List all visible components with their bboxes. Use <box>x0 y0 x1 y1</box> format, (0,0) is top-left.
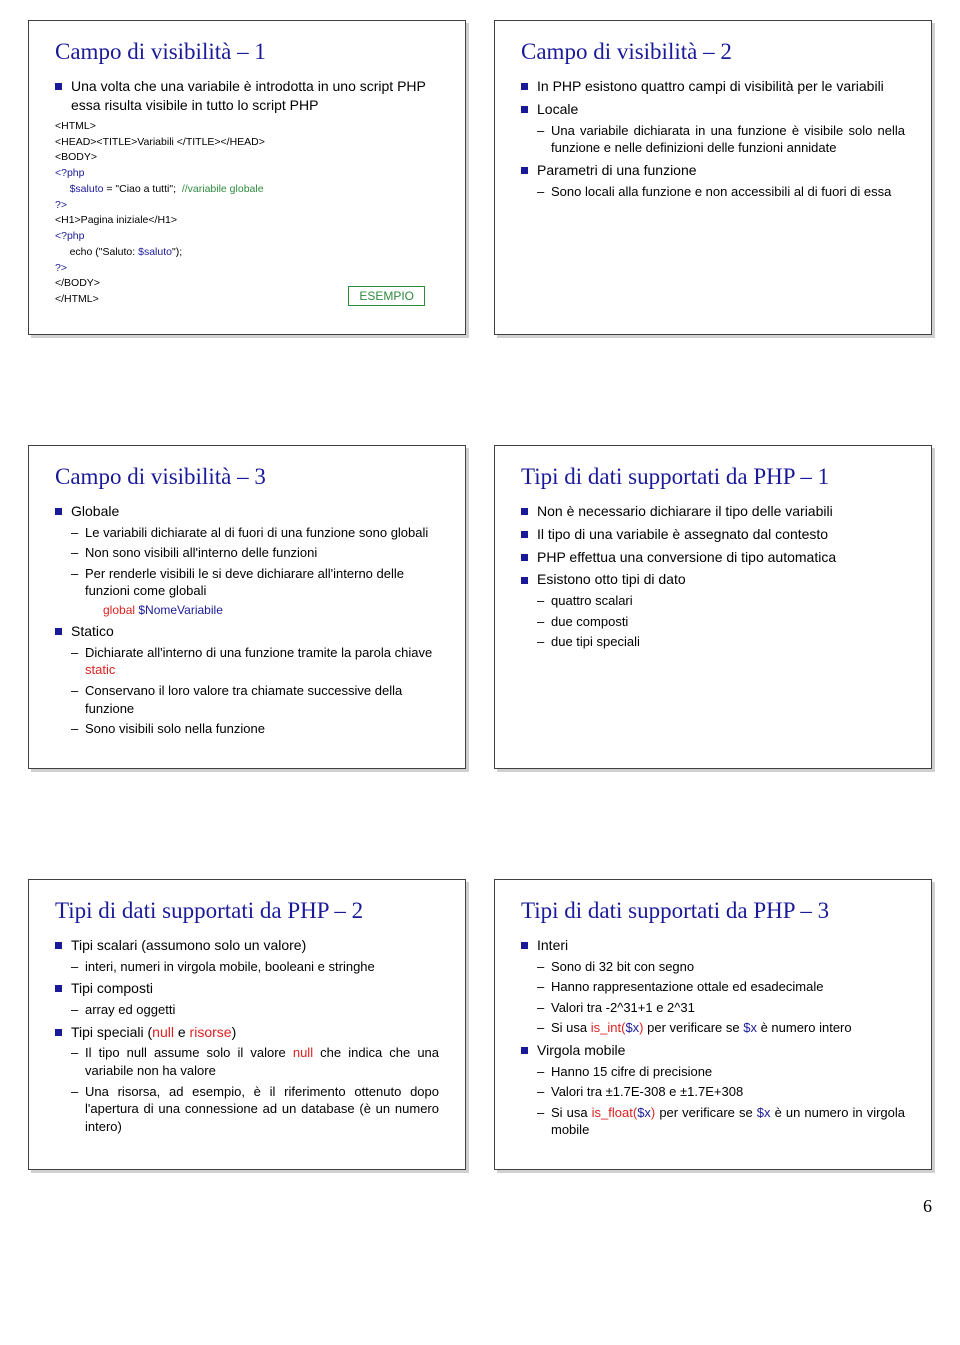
slide-5: Tipi di dati supportati da PHP – 2 Tipi … <box>28 879 466 1170</box>
sub-bullet: Una risorsa, ad esempio, è il riferiment… <box>71 1083 439 1136</box>
sub-bullet: Conservano il loro valore tra chiamate s… <box>71 682 439 717</box>
slide-1: Campo di visibilità – 1 Una volta che un… <box>28 20 466 335</box>
bullet: Tipi composti array ed oggetti <box>55 979 439 1018</box>
bullet: Globale Le variabili dichiarate al di fu… <box>55 502 439 618</box>
sub-bullet: Hanno rappresentazione ottale ed esadeci… <box>537 978 905 996</box>
slides-grid: Campo di visibilità – 1 Una volta che un… <box>28 20 932 1170</box>
sub-bullet: due composti <box>537 613 905 631</box>
esempio-badge-wrap: ESEMPIO <box>348 286 425 306</box>
slide-title: Tipi di dati supportati da PHP – 2 <box>55 898 439 924</box>
bullet: Il tipo di una variabile è assegnato dal… <box>521 525 905 544</box>
sub-bullet: Le variabili dichiarate al di fuori di u… <box>71 524 439 542</box>
bullet: Esistono otto tipi di dato quattro scala… <box>521 570 905 651</box>
bullet: Interi Sono di 32 bit con segno Hanno ra… <box>521 936 905 1037</box>
sub-bullet: Sono visibili solo nella funzione <box>71 720 439 738</box>
slide-title: Tipi di dati supportati da PHP – 3 <box>521 898 905 924</box>
sub-bullet: Valori tra -2^31+1 e 2^31 <box>537 999 905 1017</box>
sub-bullet: Valori tra ±1.7E-308 e ±1.7E+308 <box>537 1083 905 1101</box>
bullet: Una volta che una variabile è introdotta… <box>55 77 439 115</box>
sub-bullet: Sono locali alla funzione e non accessib… <box>537 183 905 201</box>
sub-bullet: Si usa is_float($x) per verificare se $x… <box>537 1104 905 1139</box>
sub-bullet: Non sono visibili all'interno delle funz… <box>71 544 439 562</box>
sub-bullet: due tipi speciali <box>537 633 905 651</box>
slide-3: Campo di visibilità – 3 Globale Le varia… <box>28 445 466 769</box>
sub-bullet: array ed oggetti <box>71 1001 439 1019</box>
slide-title: Campo di visibilità – 3 <box>55 464 439 490</box>
slide-2: Campo di visibilità – 2 In PHP esistono … <box>494 20 932 335</box>
page-number: 6 <box>28 1196 932 1217</box>
sub-bullet: Si usa is_int($x) per verificare se $x è… <box>537 1019 905 1037</box>
bullet: Locale Una variabile dichiarata in una f… <box>521 100 905 157</box>
slide-6: Tipi di dati supportati da PHP – 3 Inter… <box>494 879 932 1170</box>
bullet: PHP effettua una conversione di tipo aut… <box>521 548 905 567</box>
sub-bullet: Una variabile dichiarata in una funzione… <box>537 122 905 157</box>
code-block: <HTML> <HEAD><TITLE>Variabili </TITLE></… <box>55 119 439 308</box>
bullet: Statico Dichiarate all'interno di una fu… <box>55 622 439 738</box>
sub-bullet: Dichiarate all'interno di una funzione t… <box>71 644 439 679</box>
sub-bullet: interi, numeri in virgola mobile, boolea… <box>71 958 439 976</box>
sub-sub-bullet: global $NomeVariabile <box>103 602 439 618</box>
slide-title: Campo di visibilità – 2 <box>521 39 905 65</box>
bullet: Tipi speciali (null e risorse) Il tipo n… <box>55 1023 439 1136</box>
sub-bullet: Sono di 32 bit con segno <box>537 958 905 976</box>
sub-bullet: Hanno 15 cifre di precisione <box>537 1063 905 1081</box>
bullet: Virgola mobile Hanno 15 cifre di precisi… <box>521 1041 905 1139</box>
sub-bullet: quattro scalari <box>537 592 905 610</box>
bullet: Non è necessario dichiarare il tipo dell… <box>521 502 905 521</box>
sub-bullet: Per renderle visibili le si deve dichiar… <box>71 565 439 618</box>
bullet: Parametri di una funzione Sono locali al… <box>521 161 905 200</box>
esempio-badge: ESEMPIO <box>348 286 425 306</box>
slide-4: Tipi di dati supportati da PHP – 1 Non è… <box>494 445 932 769</box>
bullet: In PHP esistono quattro campi di visibil… <box>521 77 905 96</box>
sub-bullet: Il tipo null assume solo il valore null … <box>71 1044 439 1079</box>
slide-title: Campo di visibilità – 1 <box>55 39 439 65</box>
slide-title: Tipi di dati supportati da PHP – 1 <box>521 464 905 490</box>
bullet: Tipi scalari (assumono solo un valore) i… <box>55 936 439 975</box>
